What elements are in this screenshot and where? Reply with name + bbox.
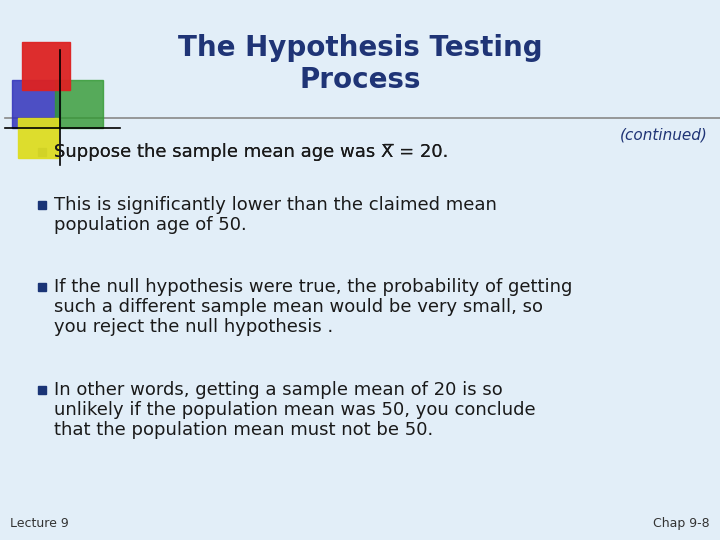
Text: Suppose the sample mean age was X̅ = 20.: Suppose the sample mean age was X̅ = 20. bbox=[54, 143, 449, 161]
Bar bbox=[12, 80, 60, 128]
Bar bbox=[55, 80, 103, 128]
Text: This is significantly lower than the claimed mean: This is significantly lower than the cla… bbox=[54, 196, 497, 214]
Bar bbox=[38, 148, 46, 156]
Bar bbox=[38, 386, 46, 394]
Bar bbox=[18, 118, 58, 158]
Text: In other words, getting a sample mean of 20 is so: In other words, getting a sample mean of… bbox=[54, 381, 503, 399]
Bar bbox=[22, 42, 70, 90]
Text: such a different sample mean would be very small, so: such a different sample mean would be ve… bbox=[54, 298, 543, 316]
Text: Process: Process bbox=[300, 66, 420, 94]
Text: you reject the null hypothesis .: you reject the null hypothesis . bbox=[54, 318, 333, 336]
Text: Lecture 9: Lecture 9 bbox=[10, 517, 68, 530]
Bar bbox=[38, 201, 46, 209]
Text: population age of 50.: population age of 50. bbox=[54, 216, 247, 234]
Text: Suppose the sample mean age was Χ̅ = 20.: Suppose the sample mean age was Χ̅ = 20. bbox=[54, 143, 449, 161]
Text: The Hypothesis Testing: The Hypothesis Testing bbox=[178, 34, 542, 62]
Text: If the null hypothesis were true, the probability of getting: If the null hypothesis were true, the pr… bbox=[54, 278, 572, 296]
Bar bbox=[38, 283, 46, 291]
Text: (continued): (continued) bbox=[620, 128, 708, 143]
Text: Chap 9-8: Chap 9-8 bbox=[653, 517, 710, 530]
Text: unlikely if the population mean was 50, you conclude: unlikely if the population mean was 50, … bbox=[54, 401, 536, 419]
Text: that the population mean must not be 50.: that the population mean must not be 50. bbox=[54, 421, 433, 439]
